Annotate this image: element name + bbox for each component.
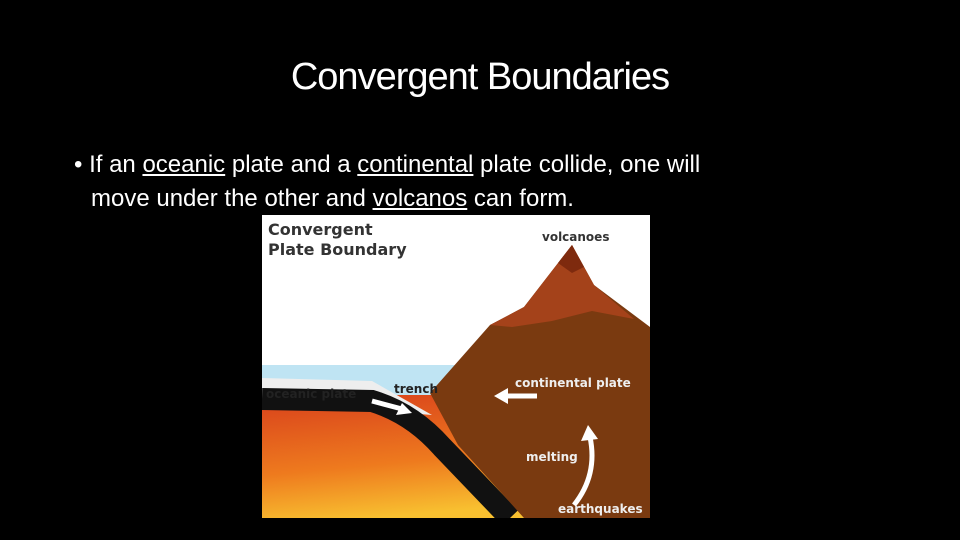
arrow-head xyxy=(581,425,598,441)
label: earthquakes xyxy=(558,502,643,516)
label: continental plate xyxy=(515,376,631,390)
text: move under the other and xyxy=(91,185,373,212)
label: volcanoes xyxy=(542,230,609,244)
arrow-head xyxy=(396,403,412,415)
volcano-peak xyxy=(558,245,584,273)
continental-plate xyxy=(430,245,650,518)
diagram-heading: Plate Boundary xyxy=(268,240,407,259)
underlined-term: oceanic xyxy=(142,151,226,178)
bullet-line: move under the other and volcanos can fo… xyxy=(74,182,700,216)
text: If an xyxy=(89,151,143,178)
label: melting xyxy=(526,450,578,464)
underlined-term: volcanos xyxy=(372,185,468,212)
text: plate collide, one will xyxy=(473,151,701,178)
text: can form. xyxy=(467,185,574,212)
label: oceanic plate xyxy=(266,387,356,401)
label: trench xyxy=(394,382,438,396)
bullet-dot: • xyxy=(74,151,90,178)
arrow-head xyxy=(494,388,508,404)
arrow xyxy=(371,398,403,412)
bullet: • If an oceanic plate and a continental … xyxy=(74,148,700,216)
slide-title: Convergent Boundaries xyxy=(290,56,670,98)
arrow xyxy=(572,436,595,507)
bullet-line: • If an oceanic plate and a continental … xyxy=(74,148,700,182)
diagram-heading: Convergent xyxy=(268,220,373,239)
underlined-term: continental xyxy=(357,151,474,178)
text: plate and a xyxy=(225,151,358,178)
volcano xyxy=(490,245,634,327)
diagram: Convergent Plate Boundary volcanoes cont… xyxy=(262,215,650,518)
